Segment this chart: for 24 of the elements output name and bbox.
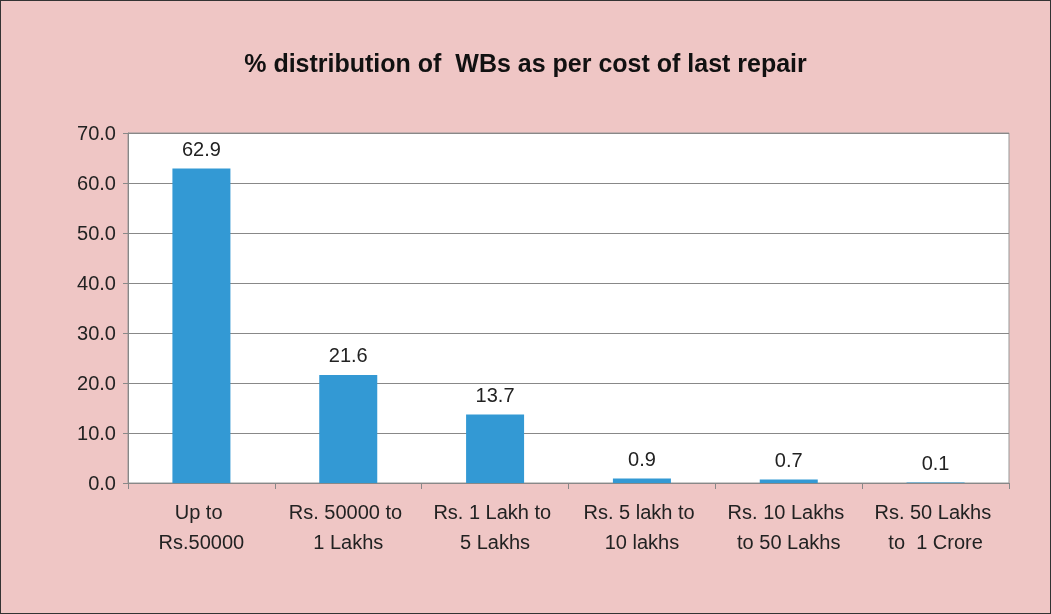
data-label: 62.9	[181, 137, 221, 160]
x-tick-label: Rs. 10 Lakhs to 50 Lakhs	[727, 501, 850, 553]
y-tick-label: 50.0	[77, 222, 116, 244]
y-tick-label: 60.0	[77, 172, 116, 194]
x-tick-label: Rs. 50000 to 1 Lakhs	[288, 501, 408, 553]
y-tick-label: 40.0	[77, 272, 116, 294]
y-tick-label: 70.0	[77, 122, 116, 144]
bar	[466, 414, 525, 483]
chart-title: % distribution of WBs as per cost of last repair	[244, 48, 808, 77]
data-label: 0.1	[921, 451, 950, 474]
data-label: 0.7	[774, 448, 803, 471]
y-tick-label: 10.0	[77, 422, 116, 444]
bar	[172, 168, 231, 483]
data-label: 13.7	[475, 383, 515, 406]
x-tick-label: Rs. 1 Lakh to 5 Lakhs	[433, 501, 557, 553]
x-tick-label: Rs. 50 Lakhs to 1 Crore	[874, 501, 997, 553]
y-tick-label: 0.0	[88, 472, 116, 494]
data-label: 0.9	[628, 447, 656, 470]
y-tick-label: 30.0	[77, 322, 116, 344]
data-label: 21.6	[328, 344, 368, 366]
x-tick-label: Rs. 5 lakh to 10 lakhs	[583, 501, 701, 553]
x-tick-label: Up to Rs.50000	[158, 501, 245, 553]
y-tick-label: 20.0	[77, 372, 116, 394]
bar	[319, 375, 378, 483]
